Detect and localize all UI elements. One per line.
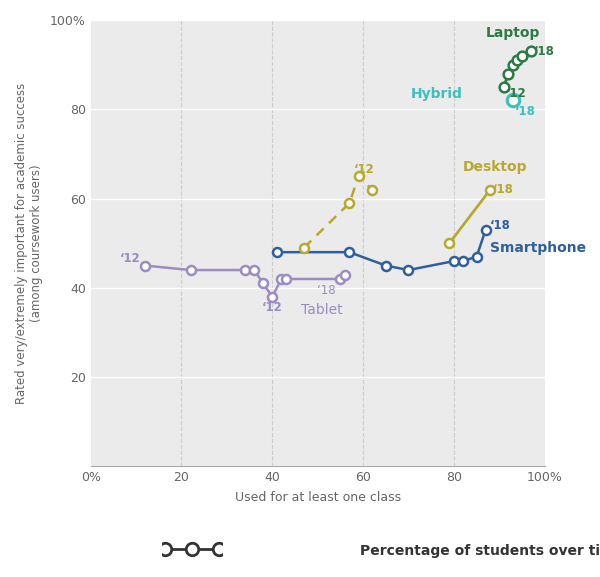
- Text: ‘18: ‘18: [533, 45, 554, 58]
- Text: ‘12: ‘12: [354, 163, 375, 176]
- X-axis label: Used for at least one class: Used for at least one class: [235, 491, 401, 504]
- Y-axis label: Rated very/extremely important for academic success
(among coursework users): Rated very/extremely important for acade…: [15, 83, 43, 404]
- Text: ‘18: ‘18: [317, 284, 336, 297]
- Text: ‘12: ‘12: [262, 302, 283, 314]
- Text: ‘18: ‘18: [515, 105, 536, 118]
- Text: Laptop: Laptop: [485, 27, 540, 40]
- Text: ‘12: ‘12: [506, 87, 527, 100]
- Text: Desktop: Desktop: [463, 160, 527, 174]
- Text: ‘12: ‘12: [120, 252, 140, 265]
- Text: Hybrid: Hybrid: [411, 87, 463, 100]
- Text: Percentage of students over time: Percentage of students over time: [360, 544, 600, 558]
- Text: Tablet: Tablet: [301, 304, 343, 317]
- Text: Smartphone: Smartphone: [490, 241, 586, 254]
- Text: ‘18: ‘18: [493, 183, 514, 196]
- Text: ‘18: ‘18: [490, 219, 511, 232]
